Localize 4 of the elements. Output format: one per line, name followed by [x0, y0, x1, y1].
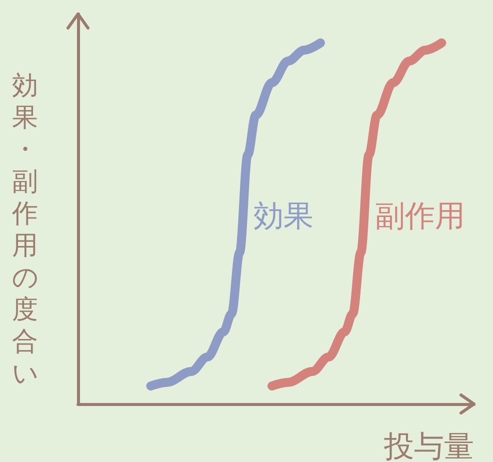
series-label: 効果	[254, 198, 314, 234]
text: 効果・副作用の度合い	[12, 71, 39, 389]
x-axis-title: 投与量	[383, 430, 474, 462]
series-label: 副作用	[374, 198, 465, 234]
